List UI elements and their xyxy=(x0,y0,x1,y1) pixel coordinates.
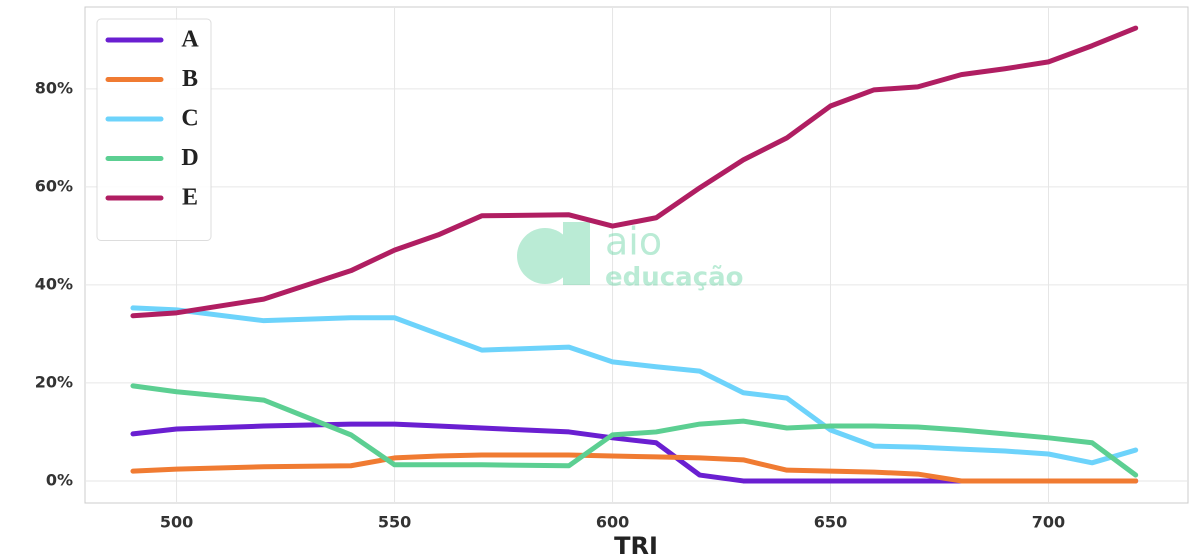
legend-label: A xyxy=(181,27,199,53)
legend-label: C xyxy=(181,106,198,132)
legend-label: D xyxy=(181,145,198,171)
x-tick-label: 600 xyxy=(596,513,629,532)
x-axis-label: TRI xyxy=(614,532,658,560)
y-tick-label: 20% xyxy=(35,372,73,391)
y-tick-label: 80% xyxy=(35,78,73,97)
line xyxy=(130,452,1139,484)
line xyxy=(130,383,1139,478)
legend-label: B xyxy=(182,66,198,92)
plot-area xyxy=(84,6,1189,504)
watermark-logo xyxy=(517,228,573,284)
y-tick-label: 40% xyxy=(35,274,73,293)
x-tick-label: 650 xyxy=(814,513,847,532)
x-tick-label: 700 xyxy=(1032,513,1065,532)
line xyxy=(130,25,1139,319)
legend-label: E xyxy=(182,185,198,211)
x-tick-label: 500 xyxy=(160,513,193,532)
line xyxy=(130,305,1139,466)
watermark-logo xyxy=(520,222,590,285)
legend-box xyxy=(96,18,212,241)
y-tick-label: 0% xyxy=(46,470,73,489)
y-tick-label: 60% xyxy=(35,176,73,195)
watermark-text: educação xyxy=(605,263,744,293)
x-tick-label: 550 xyxy=(378,513,411,532)
watermark: aio educação xyxy=(517,220,744,293)
